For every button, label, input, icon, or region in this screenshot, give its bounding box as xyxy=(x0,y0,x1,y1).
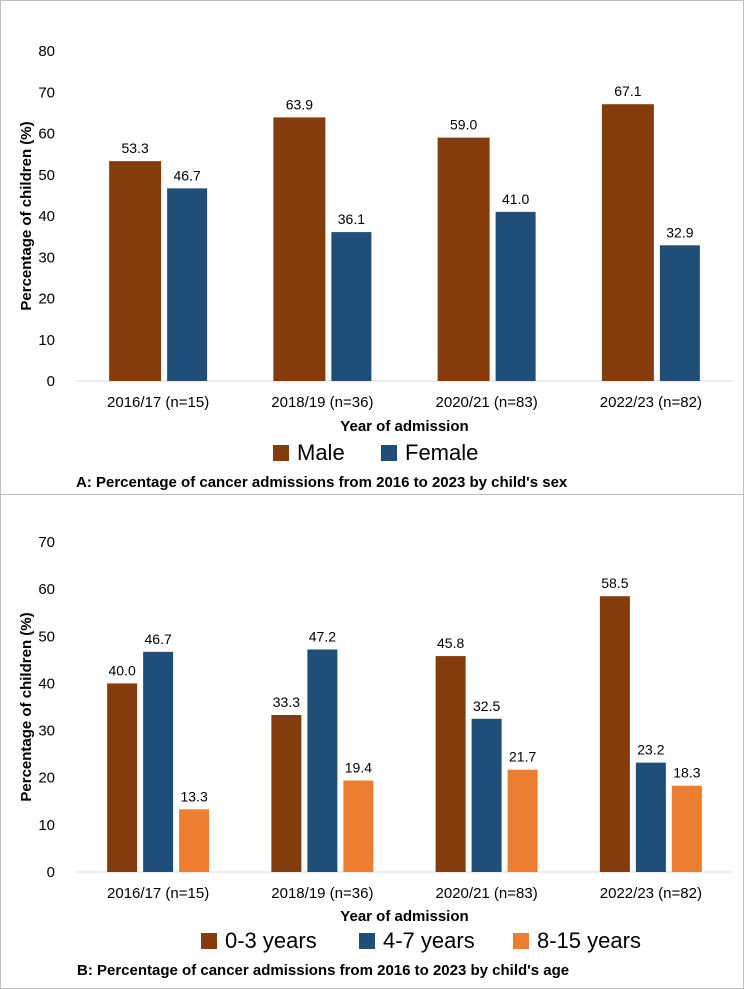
bar-0-3-years xyxy=(599,596,630,872)
bar-female xyxy=(659,245,700,381)
chart-panel-b: 0 10 20 30 40 50 60 70 40.0 46.7 13.3 2016/17 (n=15… xyxy=(0,494,744,989)
x-tick-label: 2016/17 (n=15) xyxy=(107,394,209,411)
x-axis-title: Year of admission xyxy=(340,418,468,435)
y-tick-label: 10 xyxy=(38,817,55,834)
y-tick-label: 20 xyxy=(38,770,55,787)
data-label: 33.3 xyxy=(273,694,300,710)
x-axis-title: Year of admission xyxy=(340,908,468,925)
legend-label: 0-3 years xyxy=(225,928,317,953)
x-tick-label: 2022/23 (n=82) xyxy=(600,885,702,902)
data-label: 32.9 xyxy=(666,224,693,240)
y-tick-label: 80 xyxy=(38,43,55,60)
bar-female xyxy=(167,188,208,381)
x-tick-label: 2018/19 (n=36) xyxy=(271,394,373,411)
y-tick-label: 50 xyxy=(38,628,55,645)
legend-label: 8-15 years xyxy=(537,928,641,953)
bar-male xyxy=(437,137,490,381)
y-tick-label: 50 xyxy=(38,167,55,184)
legend-swatch xyxy=(201,933,217,949)
legend-swatch xyxy=(381,445,397,461)
x-tick-label: 2018/19 (n=36) xyxy=(271,885,373,902)
legend-label: Male xyxy=(297,440,345,465)
data-label: 23.2 xyxy=(637,742,664,758)
bar-8-15-years xyxy=(343,780,374,872)
y-axis-title: Percentage of children (%) xyxy=(18,121,35,310)
data-label: 53.3 xyxy=(122,140,149,156)
data-label: 32.5 xyxy=(473,698,500,714)
x-tick-label: 2020/21 (n=83) xyxy=(436,394,538,411)
data-label: 63.9 xyxy=(286,96,313,112)
chart-caption: B: Percentage of cancer admissions from … xyxy=(77,962,569,979)
legend-swatch xyxy=(273,445,289,461)
bar-8-15-years xyxy=(179,809,210,872)
data-label: 21.7 xyxy=(509,749,536,765)
y-axis-title: Percentage of children (%) xyxy=(18,612,35,801)
bar-0-3-years xyxy=(271,715,302,872)
data-label: 58.5 xyxy=(601,575,628,591)
y-tick-label: 30 xyxy=(38,723,55,740)
bar-0-3-years xyxy=(435,656,466,872)
data-label: 41.0 xyxy=(502,191,529,207)
x-tick-label: 2016/17 (n=15) xyxy=(107,885,209,902)
data-label: 47.2 xyxy=(309,628,336,644)
bar-4-7-years xyxy=(635,762,666,872)
bar-8-15-years xyxy=(671,785,702,872)
bar-0-3-years xyxy=(107,683,138,872)
data-label: 13.3 xyxy=(181,788,208,804)
legend-label: Female xyxy=(405,440,478,465)
data-label: 18.3 xyxy=(673,765,700,781)
chart-b: 0 10 20 30 40 50 60 70 40.0 46.7 13.3 2016/17 (n=15… xyxy=(18,534,733,979)
bar-male xyxy=(109,161,162,381)
bar-male xyxy=(601,104,654,382)
bar-8-15-years xyxy=(507,769,538,872)
x-tick-label: 2022/23 (n=82) xyxy=(600,394,702,411)
bar-4-7-years xyxy=(307,649,338,872)
chart-panel-a: 0 10 20 30 40 50 60 70 80 53.3 46.7 2016/17 (n=15) 6… xyxy=(0,0,744,495)
y-tick-label: 60 xyxy=(38,126,55,143)
bar-female xyxy=(331,232,372,381)
data-label: 36.1 xyxy=(338,211,365,227)
bar-4-7-years xyxy=(471,718,502,872)
legend-swatch xyxy=(359,933,375,949)
y-tick-label: 70 xyxy=(38,84,55,101)
bar-4-7-years xyxy=(143,651,174,872)
y-tick-label: 60 xyxy=(38,581,55,598)
legend-label: 4-7 years xyxy=(383,928,475,953)
y-tick-label: 0 xyxy=(47,864,55,881)
data-label: 46.7 xyxy=(174,167,201,183)
y-tick-label: 20 xyxy=(38,291,55,308)
y-tick-label: 30 xyxy=(38,249,55,266)
data-label: 59.0 xyxy=(450,117,477,133)
x-tick-label: 2020/21 (n=83) xyxy=(436,885,538,902)
y-tick-label: 40 xyxy=(38,675,55,692)
data-label: 40.0 xyxy=(109,662,136,678)
y-tick-label: 10 xyxy=(38,332,55,349)
y-tick-label: 40 xyxy=(38,208,55,225)
data-label: 46.7 xyxy=(145,631,172,647)
chart-caption: A: Percentage of cancer admissions from … xyxy=(76,474,568,491)
bar-male xyxy=(273,117,326,381)
y-tick-label: 70 xyxy=(38,534,55,551)
chart-a: 0 10 20 30 40 50 60 70 80 53.3 46.7 2016/17 (n=15) 6… xyxy=(18,43,733,491)
y-tick-label: 0 xyxy=(47,373,55,390)
bar-female xyxy=(495,211,536,381)
data-label: 19.4 xyxy=(345,760,372,776)
data-label: 67.1 xyxy=(614,83,641,99)
data-label: 45.8 xyxy=(437,635,464,651)
legend-swatch xyxy=(513,933,529,949)
